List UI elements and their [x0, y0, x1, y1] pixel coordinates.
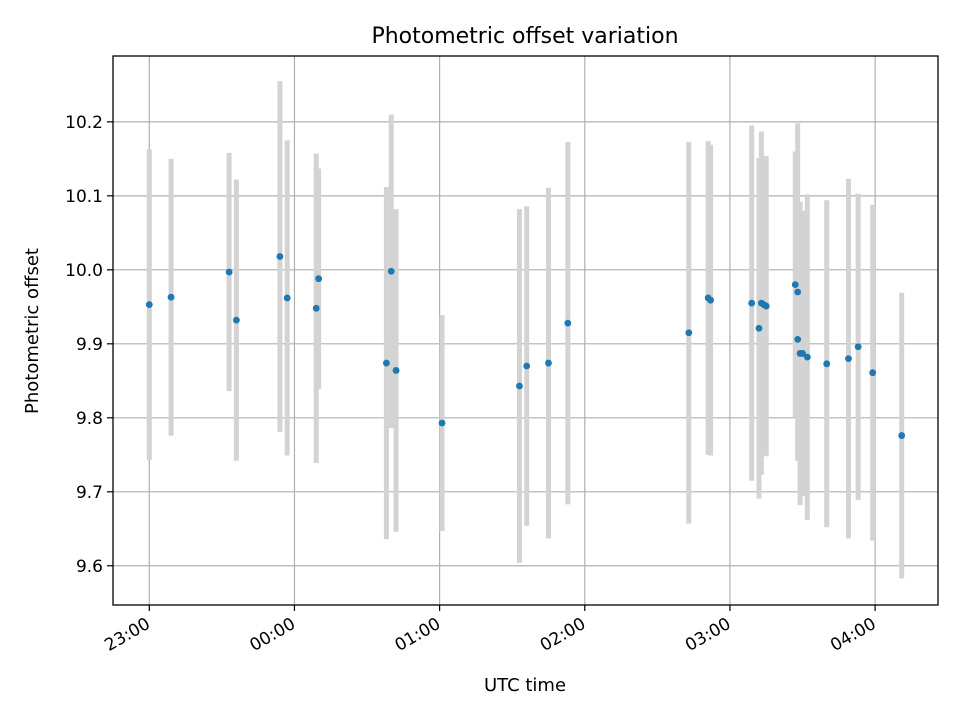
data-point — [755, 324, 763, 332]
y-axis-label: Photometric offset — [22, 248, 43, 414]
y-tick-label: 10.1 — [65, 187, 103, 207]
data-point — [523, 362, 531, 370]
data-point — [283, 294, 291, 302]
data-point — [854, 343, 862, 351]
data-point — [823, 360, 831, 368]
data-point — [392, 367, 400, 374]
data-point — [312, 304, 320, 312]
y-tick-label: 10.2 — [65, 113, 103, 133]
data-points — [145, 253, 906, 439]
data-point — [315, 275, 323, 283]
y-tick-label: 10.0 — [65, 261, 103, 281]
x-axis-label: UTC time — [484, 675, 566, 696]
data-point — [845, 355, 852, 363]
data-point — [438, 419, 446, 427]
data-point — [387, 267, 395, 275]
data-point — [707, 296, 714, 304]
data-point — [225, 268, 233, 276]
data-point — [167, 293, 175, 301]
data-point — [869, 369, 877, 377]
y-tick-label: 9.7 — [76, 483, 103, 503]
y-tick-label: 9.6 — [76, 557, 103, 577]
data-point — [748, 299, 756, 307]
y-tick-label: 9.9 — [76, 335, 103, 355]
plot-frame — [112, 55, 939, 606]
data-point — [545, 359, 552, 367]
data-point — [803, 353, 811, 361]
y-tick-label: 9.8 — [76, 409, 103, 429]
data-point — [232, 316, 240, 324]
data-point — [564, 319, 572, 327]
data-point — [276, 253, 284, 260]
data-point — [791, 281, 799, 289]
data-point — [145, 301, 153, 309]
chart-title: Photometric offset variation — [371, 24, 678, 49]
data-point — [794, 335, 802, 343]
data-point — [898, 432, 906, 439]
data-point — [762, 302, 770, 310]
data-point — [516, 382, 523, 390]
data-point — [799, 350, 806, 357]
data-point — [794, 288, 802, 296]
data-point — [685, 329, 693, 337]
data-point — [382, 359, 390, 367]
